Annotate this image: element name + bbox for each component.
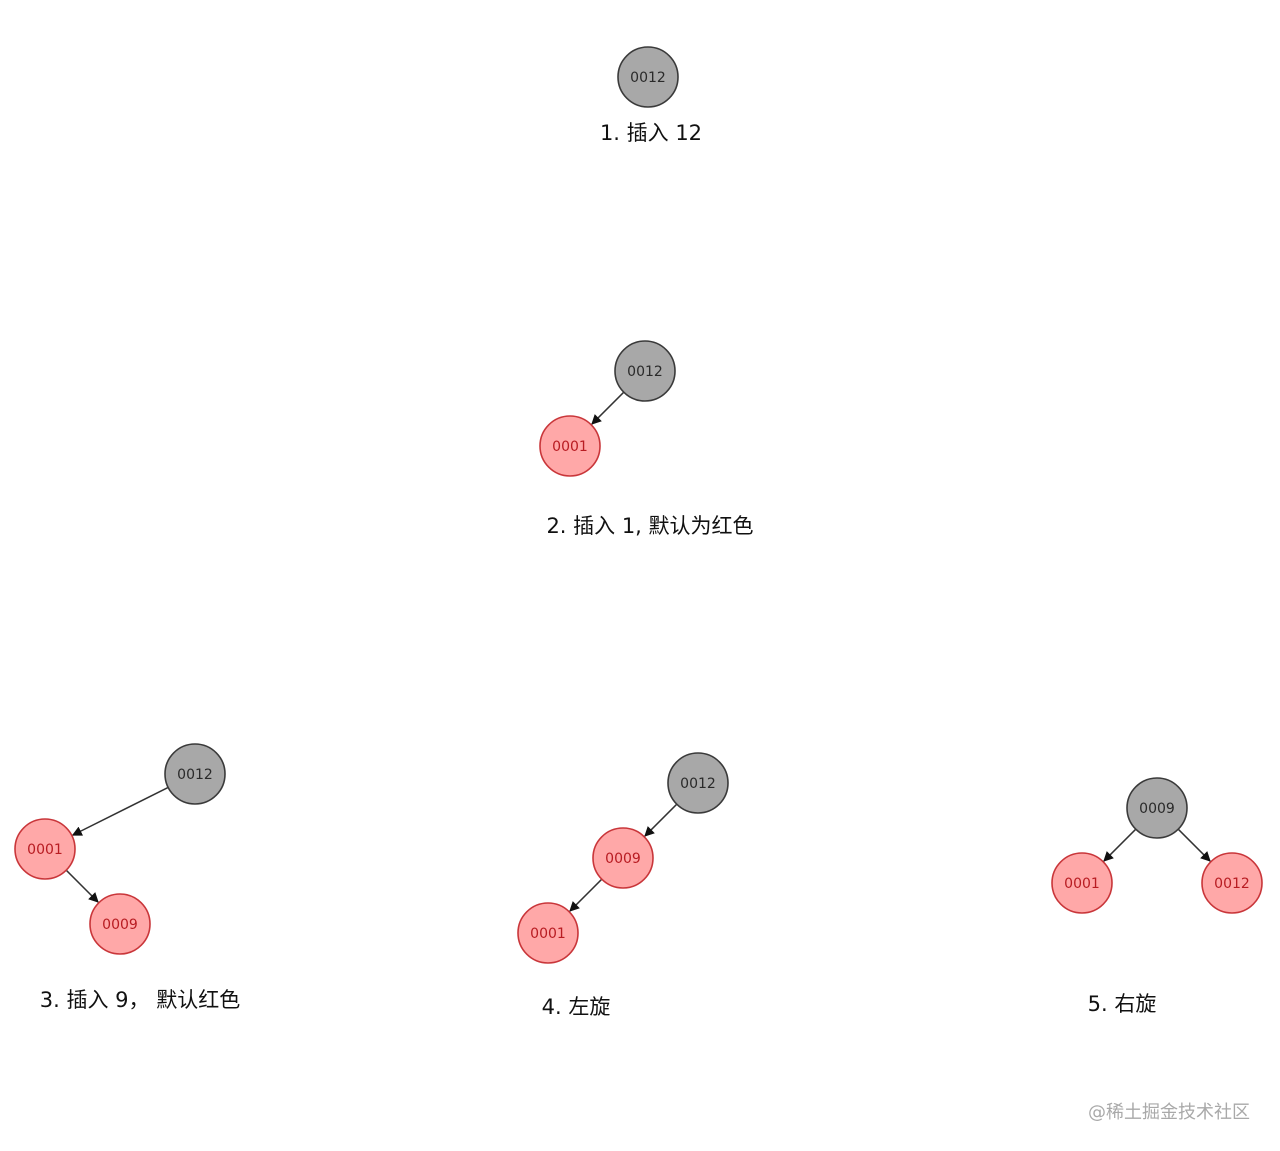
node-label: 0009 [1139,801,1175,817]
step-3-tree: 0012 0001 0009 3. 插入 9， 默认红色 [14,743,240,1012]
edge-arrow [65,869,99,903]
node-label: 0012 [680,776,716,792]
red-node-0001: 0001 [539,415,601,477]
step-caption: 2. 插入 1, 默认为红色 [546,514,753,538]
red-node-0001: 0001 [1051,852,1113,914]
step-5-tree: 0009 0001 0012 5. 右旋 [1051,777,1263,1016]
node-circle [164,743,226,805]
step-2-tree: 0012 0001 2. 插入 1, 默认为红色 [539,340,754,538]
black-node-0012: 0012 [617,46,679,108]
step-1-tree: 0012 1. 插入 12 [600,46,702,145]
node-circle [14,818,76,880]
black-node-0012: 0012 [667,752,729,814]
step-caption: 5. 右旋 [1088,992,1157,1016]
node-circle [517,902,579,964]
red-node-0001: 0001 [14,818,76,880]
red-node-0009: 0009 [592,827,654,889]
watermark-text: @稀土掘金技术社区 [1088,1102,1250,1123]
step-caption: 1. 插入 12 [600,121,702,145]
step-caption: 3. 插入 9， 默认红色 [40,988,240,1012]
node-circle [617,46,679,108]
node-label: 0009 [605,851,641,867]
node-label: 0001 [27,842,63,858]
edge-arrow [71,786,169,836]
node-circle [89,893,151,955]
node-circle [592,827,654,889]
node-label: 0012 [630,70,666,86]
node-label: 0001 [552,439,588,455]
edge-arrow [591,391,625,425]
black-node-0012: 0012 [164,743,226,805]
node-label: 0012 [627,364,663,380]
black-node-0012: 0012 [614,340,676,402]
node-label: 0001 [530,926,566,942]
node-label: 0001 [1064,876,1100,892]
red-node-0009: 0009 [89,893,151,955]
step-4-tree: 0012 0009 0001 4. 左旋 [517,752,729,1019]
node-label: 0009 [102,917,138,933]
edge-arrow [569,878,603,912]
black-node-0009: 0009 [1126,777,1188,839]
edge-arrow [1103,828,1137,862]
node-circle [667,752,729,814]
red-node-0001: 0001 [517,902,579,964]
node-circle [1126,777,1188,839]
node-label: 0012 [177,767,213,783]
red-node-0012: 0012 [1201,852,1263,914]
node-circle [1051,852,1113,914]
edge-arrow [1177,828,1211,862]
node-label: 0012 [1214,876,1250,892]
node-circle [1201,852,1263,914]
step-caption: 4. 左旋 [542,995,611,1019]
node-circle [614,340,676,402]
edge-arrow [644,803,678,837]
node-circle [539,415,601,477]
